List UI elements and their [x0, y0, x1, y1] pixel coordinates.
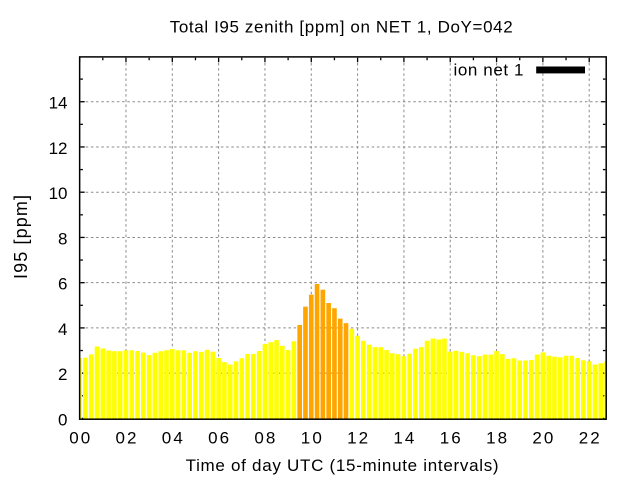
svg-text:I95 [ppm]: I95 [ppm]: [11, 195, 31, 279]
svg-text:8: 8: [58, 229, 67, 248]
svg-text:10: 10: [49, 184, 68, 203]
svg-text:2: 2: [58, 365, 67, 384]
svg-text:ion net 1: ion net 1: [454, 61, 524, 80]
svg-text:Time of day UTC (15-minute int: Time of day UTC (15-minute intervals): [186, 456, 499, 475]
svg-text:Total I95 zenith [ppm] on NET: Total I95 zenith [ppm] on NET 1, DoY=042: [170, 18, 513, 37]
svg-text:6: 6: [58, 275, 67, 294]
svg-text:12: 12: [49, 139, 68, 158]
svg-text:4: 4: [58, 320, 67, 339]
svg-text:0: 0: [58, 410, 67, 429]
svg-text:14: 14: [49, 94, 68, 113]
